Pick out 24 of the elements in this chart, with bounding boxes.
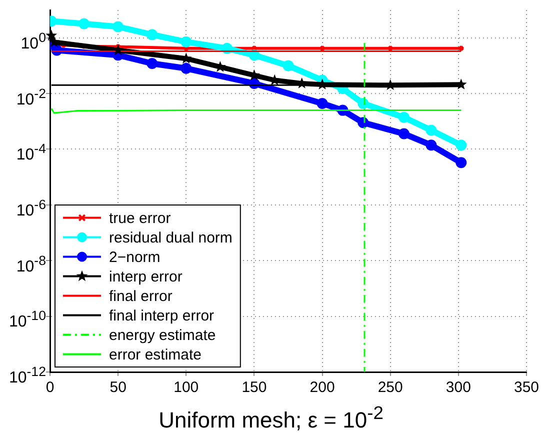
y-tick-label: 10$^{-4}$	[16, 140, 46, 166]
legend-label: error estimate	[109, 346, 202, 364]
legend-label: 2−norm	[109, 248, 160, 266]
y-tick-label: 10$^{-2}$	[16, 84, 46, 110]
legend-label: residual dual norm	[109, 229, 232, 246]
legend-label: interp error	[109, 268, 182, 286]
x-tick-label: 0	[46, 379, 54, 396]
legend-label: energy estimate	[109, 326, 216, 344]
x-tick-label: 250	[378, 379, 403, 396]
legend-label: final error	[109, 288, 172, 305]
x-tick-label: 350	[514, 379, 539, 396]
y-tick-label: 10$^{-8}$	[16, 252, 46, 277]
x-tick-label: 150	[242, 379, 267, 396]
legend-label: final interp error	[109, 307, 214, 324]
x-tick-label: 200	[310, 379, 335, 396]
x-tick-label: 100	[174, 379, 199, 396]
legend-label: true error	[109, 210, 171, 227]
y-tick-label: 10$^{-10}$	[8, 307, 46, 333]
x-tick-label: 50	[110, 379, 126, 396]
x-tick-label: 300	[446, 379, 471, 396]
y-tick-label: 10$^{0}$	[20, 28, 46, 54]
y-tick-label: 10$^{-6}$	[16, 196, 46, 222]
x-axis-title: Uniform mesh; ε = 10$^{-2}$	[158, 402, 384, 434]
y-tick-label: 10$^{-12}$	[8, 363, 46, 388]
